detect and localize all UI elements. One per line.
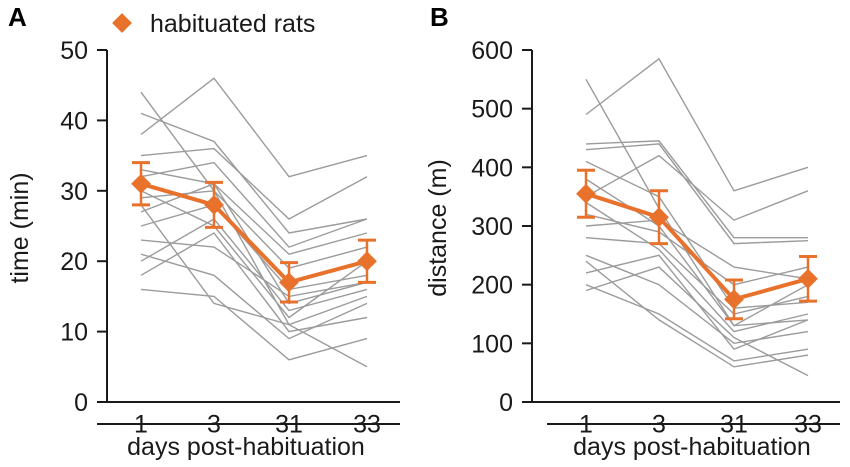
panel-b-xlabel: days post-habituation	[573, 433, 811, 461]
legend-label: habituated rats	[150, 10, 315, 38]
panel-a-mean-point	[131, 173, 151, 194]
panel-a-y-tick-label: 40	[60, 107, 88, 135]
panel-a-individual-line	[140, 161, 368, 248]
panel-b-label: B	[430, 2, 449, 32]
panel-a-mean-point	[279, 272, 299, 293]
panel-b-y-tick-label: 200	[471, 272, 513, 300]
panel-b-individual-line	[585, 237, 809, 315]
panel-b-y-tick-label: 300	[471, 213, 513, 241]
panel-a-y-tick-label: 20	[60, 248, 88, 276]
panel-b-individual-line	[585, 57, 809, 192]
panel-b-individual-line	[585, 260, 809, 368]
panel-a-individual-line	[140, 204, 368, 291]
panel-a-individual-line	[140, 288, 368, 361]
panel-b-individual-line	[585, 254, 809, 345]
panel-b-individual-line	[585, 143, 809, 245]
panel-b-individual-line	[585, 284, 809, 362]
panel-a-mean-point	[357, 251, 377, 272]
panel-b-individual-line	[585, 219, 809, 280]
panel-b-y-tick-label: 600	[471, 37, 513, 65]
panel-b-ylabel: distance (m)	[424, 159, 452, 297]
panel-b-y-tick-label: 400	[471, 154, 513, 182]
panel-a-individual-line	[140, 253, 368, 340]
panel-a-individual-line	[140, 112, 368, 234]
panel-a-xlabel: days post-habituation	[127, 433, 365, 461]
panel-a-y-tick-label: 10	[60, 319, 88, 347]
panel-b-individual-line	[585, 154, 809, 221]
panel-a-individual-line	[140, 218, 368, 312]
panel-b-mean-point	[576, 183, 596, 204]
legend-marker-icon	[112, 13, 132, 33]
panel-a-individual-line	[140, 91, 368, 326]
panel-a-label: A	[8, 2, 27, 32]
panel-a-y-tick-label: 0	[74, 389, 88, 417]
panel-a-y-tick-label: 30	[60, 178, 88, 206]
panel-b-individual-line	[585, 201, 809, 333]
panel-a-individual-line	[140, 77, 368, 178]
panel-a-individual-line	[140, 147, 368, 220]
panel-a-mean-point	[204, 194, 224, 215]
panel-b-mean-line	[585, 191, 809, 302]
panel-a-individual-line	[140, 239, 368, 298]
panel-b-individual-line	[585, 140, 808, 239]
panel-a-individual-line	[140, 182, 368, 255]
panel-a-individual-line	[140, 204, 368, 368]
panel-b-mean-point	[798, 268, 818, 289]
panel-b-y-tick-label: 500	[471, 96, 513, 124]
panel-b-mean-point	[724, 289, 744, 310]
panel-b-individual-line	[585, 266, 809, 377]
panel-b-y-tick-label: 100	[471, 330, 513, 358]
panel-b-y-tick-label: 0	[499, 389, 513, 417]
legend: habituated rats	[112, 10, 315, 38]
panel-a-mean-line	[140, 181, 368, 285]
panel-a-individual-line	[140, 190, 368, 269]
panel-a-ylabel: time (min)	[6, 172, 34, 283]
panel-a-y-tick-label: 50	[60, 37, 88, 65]
